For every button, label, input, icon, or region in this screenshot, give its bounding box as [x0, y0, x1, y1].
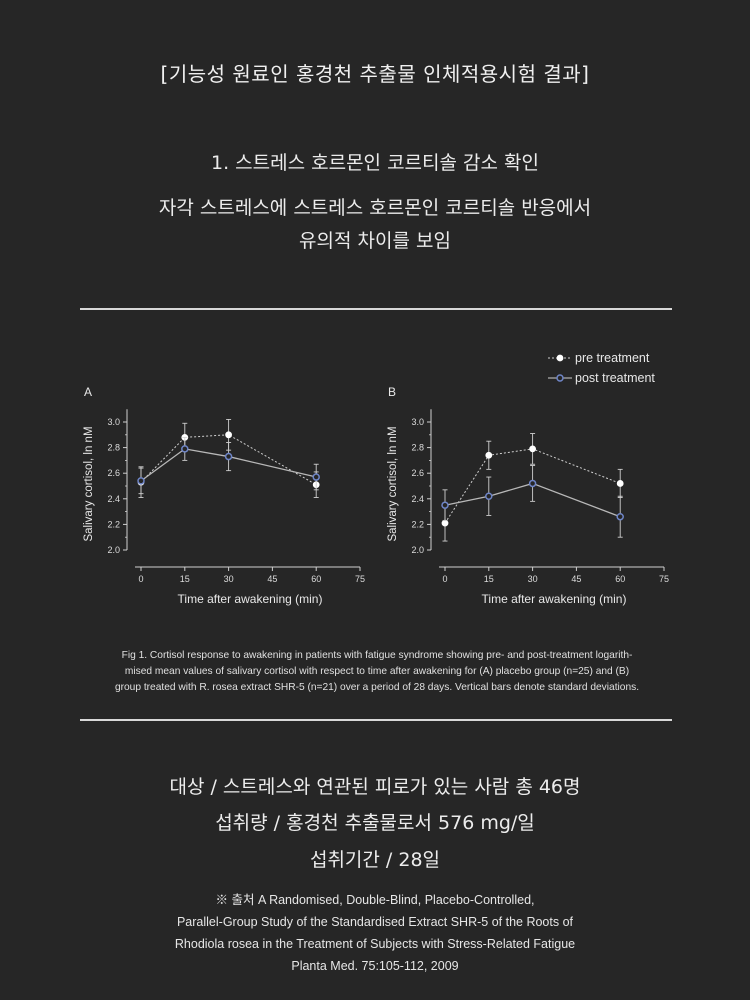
series-line [444, 482, 621, 518]
cortisol-chart-figure: A 2.0 2.2 2.4 2.6 2.8 3.0 0 15 30 45 60 75 Time after… [83, 351, 669, 606]
subtitle-line-1: 1. 스트레스 호르몬인 코르티솔 감소 확인 [210, 152, 539, 174]
y-tick-label: 2.0 [411, 545, 424, 555]
caption-line-1: Fig 1. Cortisol response to awakening in… [121, 650, 633, 661]
source-line-4: Planta Med. 75:105-112, 2009 [291, 959, 459, 973]
info-dosage: 섭취량 / 홍경천 추출물로서 576 mg/일 [215, 812, 535, 834]
y-axis-label: Salivary cortisol, ln nM [83, 426, 95, 541]
x-tick-label: 75 [355, 574, 365, 584]
data-point [485, 492, 493, 500]
series-pre-treatment [441, 433, 624, 542]
y-tick-label: 3.0 [107, 417, 120, 427]
legend-label: post treatment [575, 371, 655, 385]
source-line-3: Rhodiola rosea in the Treatment of Subje… [174, 937, 576, 951]
x-tick-label: 30 [528, 574, 538, 584]
data-point [529, 445, 536, 453]
data-point [137, 477, 145, 485]
y-tick-label: 2.2 [411, 519, 424, 529]
series-post-treatment [137, 436, 320, 495]
data-point [441, 519, 449, 527]
x-tick-label: 15 [180, 574, 190, 584]
y-tick-label: 2.0 [107, 545, 120, 555]
source-citation: ※ 출처 A Randomised, Double-Blind, Placebo… [0, 889, 750, 977]
page-heading: [기능성 원료인 홍경천 추출물 인체적용시험 결과] [160, 62, 590, 86]
chart-panel-a: A 2.0 2.2 2.4 2.6 2.8 3.0 0 15 30 45 60 75 Time after… [83, 385, 365, 606]
y-tick-label: 2.4 [411, 494, 424, 504]
chart-panel-b: B 2.0 2.2 2.4 2.6 2.8 3.0 0 15 30 45 60 75 Time after… [387, 351, 669, 606]
legend-marker [556, 354, 564, 362]
series-line [140, 434, 317, 486]
chart-legend: pre treatment post treatment [548, 351, 655, 385]
y-tick-label: 2.2 [107, 519, 120, 529]
y-tick-label: 2.6 [411, 468, 424, 478]
data-point [224, 452, 233, 461]
x-tick-label: 45 [571, 574, 581, 584]
x-tick-label: 75 [659, 574, 669, 584]
y-tick-label: 2.8 [411, 443, 424, 453]
x-tick-label: 45 [267, 574, 277, 584]
series-line [140, 448, 317, 482]
y-axis-label: Salivary cortisol, ln nM [387, 426, 399, 541]
info-subjects: 대상 / 스트레스와 연관된 피로가 있는 사람 총 46명 [169, 776, 581, 798]
data-point [528, 479, 537, 488]
y-tick-label: 3.0 [411, 417, 424, 427]
info-duration: 섭취기간 / 28일 [309, 849, 441, 871]
series-post-treatment [441, 465, 624, 538]
data-point [616, 480, 624, 487]
y-tick-label: 2.6 [107, 468, 120, 478]
x-axis-label: Time after awakening (min) [482, 592, 627, 606]
divider-bottom [80, 719, 672, 721]
x-tick-label: 0 [138, 574, 143, 584]
series-line [444, 448, 621, 524]
x-tick-label: 30 [224, 574, 234, 584]
data-point [616, 512, 624, 521]
subtitle-line-3: 유의적 차이를 보임 [299, 230, 451, 252]
data-point [181, 445, 189, 453]
subtitle-line-2: 자각 스트레스에 스트레스 호르몬인 코르티솔 반응에서 [158, 197, 592, 219]
data-point [441, 501, 449, 509]
x-tick-label: 0 [442, 574, 447, 584]
y-tick-label: 2.8 [107, 443, 120, 453]
divider-top [80, 308, 672, 310]
caption-line-3: group treated with R. rosea extract SHR-… [114, 682, 640, 693]
figure-caption: Fig 1. Cortisol response to awakening in… [82, 648, 672, 696]
legend-marker [556, 374, 564, 382]
data-point [225, 431, 233, 439]
source-line-1: ※ 출처 A Randomised, Double-Blind, Placebo… [215, 893, 535, 907]
caption-line-2: mised mean values of salivary cortisol w… [124, 666, 630, 677]
panel-label: A [84, 385, 92, 399]
x-tick-label: 15 [484, 574, 494, 584]
legend-label: pre treatment [575, 351, 650, 365]
x-tick-label: 60 [311, 574, 321, 584]
data-point [485, 451, 493, 459]
x-axis-label: Time after awakening (min) [178, 592, 323, 606]
source-line-2: Parallel-Group Study of the Standardised… [176, 915, 574, 929]
data-point [312, 473, 320, 481]
panel-label: B [388, 385, 396, 399]
x-tick-label: 60 [615, 574, 625, 584]
y-tick-label: 2.4 [107, 494, 120, 504]
